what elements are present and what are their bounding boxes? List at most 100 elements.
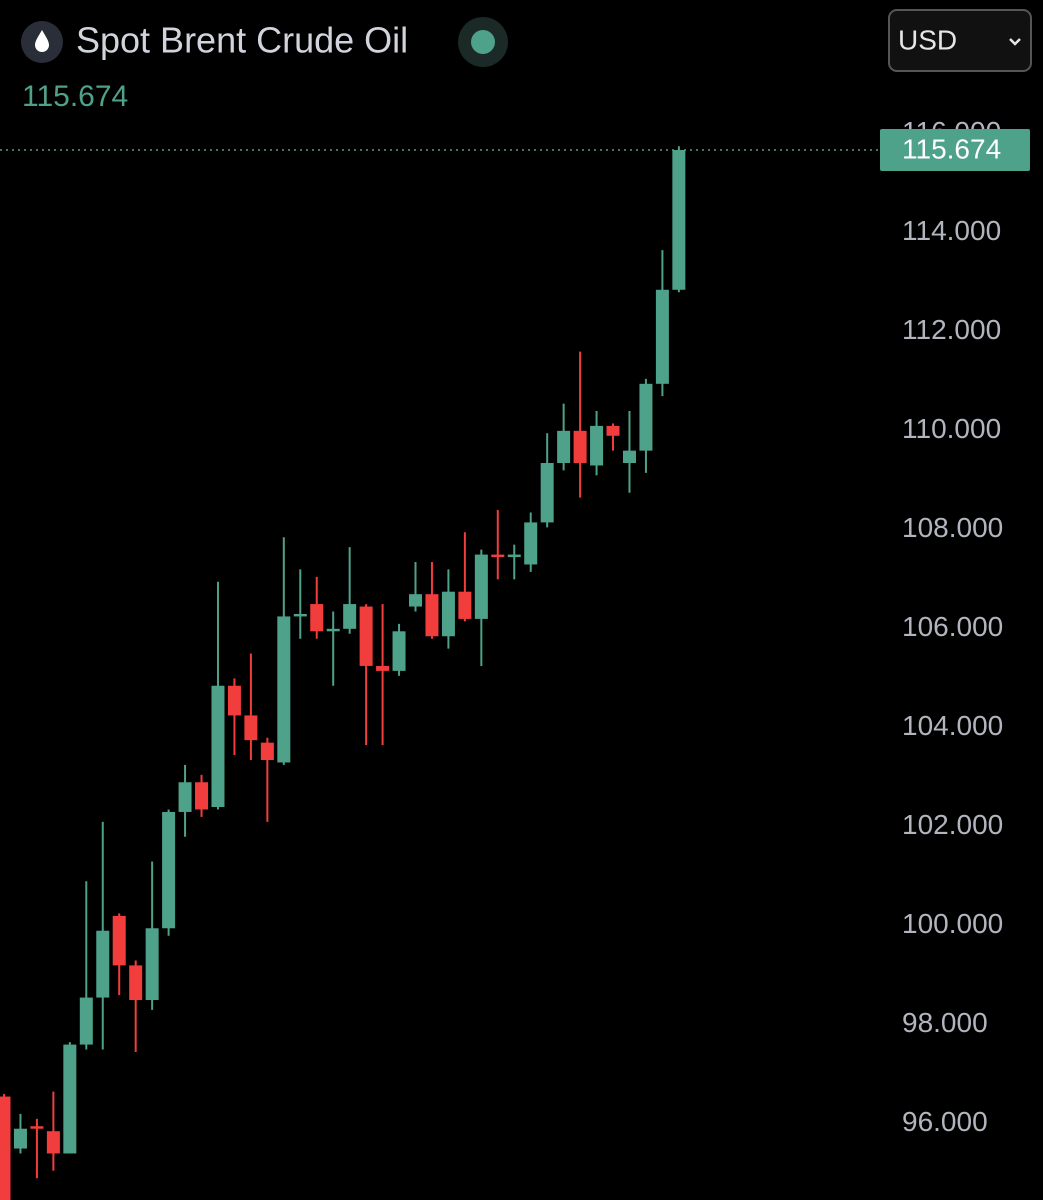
candle-body xyxy=(46,1131,60,1154)
candle xyxy=(392,623,406,676)
y-tick-label: 112.000 xyxy=(902,314,1001,345)
candle-body xyxy=(409,594,422,607)
candle xyxy=(557,403,571,471)
candle xyxy=(310,576,324,639)
y-tick-label: 96.000 xyxy=(902,1106,988,1137)
candle xyxy=(13,1113,27,1154)
candle xyxy=(79,881,93,1050)
candle xyxy=(244,653,258,760)
candle-body xyxy=(441,591,455,637)
candle-body xyxy=(227,685,241,716)
candle xyxy=(145,861,159,1010)
candle-body xyxy=(244,715,258,741)
candle xyxy=(260,737,274,822)
candle-body xyxy=(540,463,554,523)
candle-body xyxy=(96,930,110,998)
candle xyxy=(573,351,587,498)
candle xyxy=(524,512,538,572)
candle-body xyxy=(112,915,126,966)
drop-icon xyxy=(35,30,49,52)
candle xyxy=(343,547,357,634)
candle xyxy=(540,433,554,528)
candle xyxy=(227,678,241,756)
currency-label[interactable]: USD xyxy=(898,24,957,55)
y-tick-label: 104.000 xyxy=(902,710,1003,741)
candle-body xyxy=(557,430,571,464)
candle xyxy=(441,569,455,649)
candle xyxy=(30,1118,44,1179)
candle-body xyxy=(260,742,274,760)
candle xyxy=(326,611,340,686)
candle xyxy=(0,1094,11,1200)
last-price-label: 115.674 xyxy=(902,133,1001,164)
candle xyxy=(63,1042,77,1154)
candle xyxy=(195,774,209,817)
candle-body xyxy=(129,965,143,1001)
candle-body xyxy=(162,811,176,929)
candle-body xyxy=(655,289,669,384)
y-tick-label: 106.000 xyxy=(902,611,1003,642)
candle xyxy=(474,549,488,666)
candle xyxy=(162,809,176,936)
candle xyxy=(376,604,390,746)
chevron[interactable] xyxy=(1009,38,1021,46)
candle xyxy=(458,532,472,622)
candle xyxy=(655,250,669,397)
candle xyxy=(129,960,143,1053)
candle-body xyxy=(359,606,373,666)
y-tick-label: 102.000 xyxy=(902,809,1003,840)
candle-body xyxy=(30,1126,44,1129)
candle-body xyxy=(491,554,505,558)
header-price: 115.674 xyxy=(22,80,128,113)
candle xyxy=(606,423,620,451)
candle-body xyxy=(672,149,686,290)
candle xyxy=(293,569,307,639)
candle-body xyxy=(573,430,587,464)
y-tick-label: 108.000 xyxy=(902,512,1003,543)
candle xyxy=(211,581,225,810)
candle xyxy=(491,510,505,580)
candle xyxy=(96,821,110,1050)
candle-body xyxy=(63,1044,77,1154)
chart-title: Spot Brent Crude Oil xyxy=(76,20,408,61)
currency-box[interactable] xyxy=(888,9,1032,72)
candle xyxy=(672,146,686,293)
plot: 96.000 98.000 100.000 102.000 104.000 106.000… xyxy=(0,116,1030,1200)
candle xyxy=(425,561,439,639)
last-price-badge xyxy=(880,128,1030,171)
y-tick-label: 110.000 xyxy=(902,413,1001,444)
candle xyxy=(359,604,373,746)
candle xyxy=(590,411,604,476)
candle-body xyxy=(590,425,604,466)
candle-body xyxy=(458,591,472,619)
currency-select[interactable]: USD xyxy=(888,9,1032,72)
candle-body xyxy=(195,782,209,810)
candle-body xyxy=(425,594,439,637)
candle xyxy=(622,411,636,493)
candle-body xyxy=(79,997,93,1045)
candle-body xyxy=(310,604,324,632)
y-tick-label: 98.000 xyxy=(902,1007,988,1038)
candle-body xyxy=(145,928,159,1001)
candle-body xyxy=(524,522,538,565)
candle xyxy=(639,378,653,473)
candle-body xyxy=(13,1128,27,1149)
candle-body xyxy=(606,425,620,436)
candle-body xyxy=(639,383,653,451)
candle xyxy=(46,1091,60,1171)
candle xyxy=(178,764,192,837)
candle-body xyxy=(178,782,192,812)
status-dot xyxy=(471,30,495,54)
candle xyxy=(409,561,422,612)
candle-body xyxy=(0,1096,11,1200)
candle-body xyxy=(376,665,390,671)
y-tick-label: 100.000 xyxy=(902,908,1003,939)
y-tick-label: 114.000 xyxy=(902,215,1001,246)
candle-body xyxy=(343,604,357,629)
candle-body xyxy=(474,554,488,619)
candle xyxy=(112,913,126,996)
candle-body xyxy=(392,631,406,671)
candle-body xyxy=(326,628,340,632)
